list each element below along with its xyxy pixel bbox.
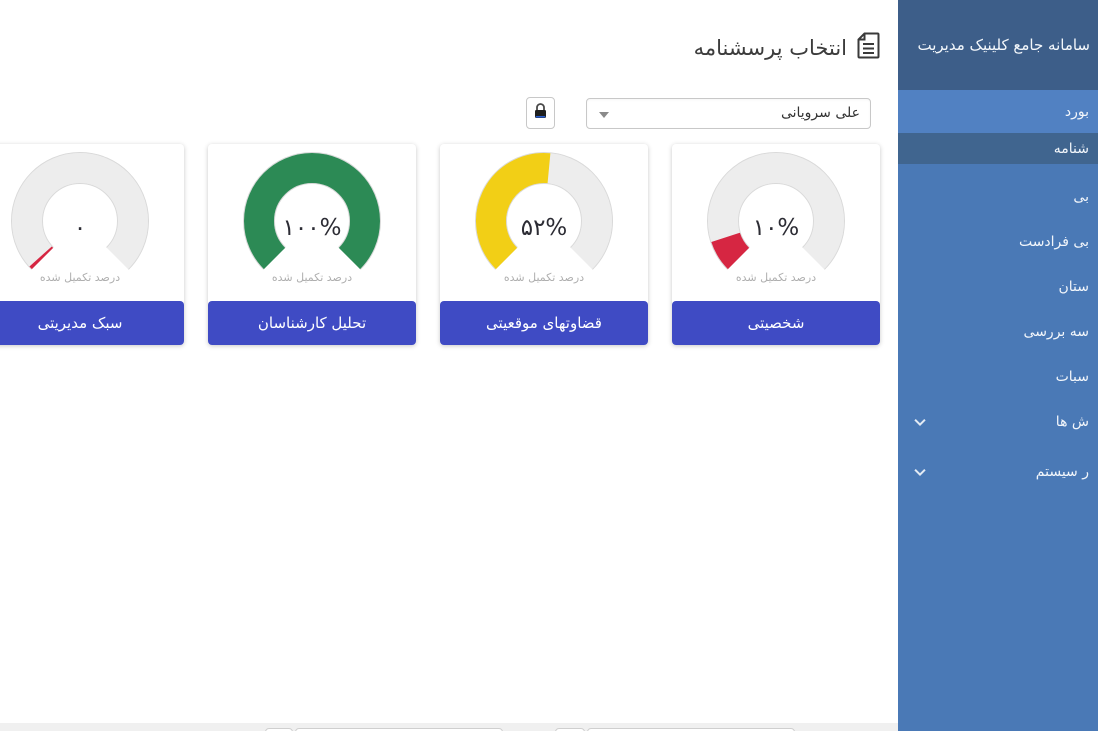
sidebar: سامانه جامع کلینیک مدیریت بورد شنامه بی … (898, 0, 1098, 731)
main-content: انتخاب پرسشنامه علی سرویانی ۱۰% درصد تکم… (0, 0, 898, 723)
gauge-situational: ۵۲% درصد تکمیل شده (440, 144, 648, 301)
controls-row: علی سرویانی (0, 97, 871, 129)
gauge-value-arc (29, 246, 54, 270)
gauge-value-arc (476, 153, 551, 270)
document-icon (856, 32, 880, 64)
page-title-row: انتخاب پرسشنامه (0, 32, 880, 64)
gauge-track-inner-border (506, 183, 582, 248)
sidebar-item-superior-evaluation[interactable]: بی فرادست (1018, 233, 1089, 250)
gauge-value: ۱۰% (752, 215, 800, 241)
sidebar-item-calculations[interactable]: سبات (1055, 368, 1089, 385)
card-situational-judgement[interactable]: ۵۲% درصد تکمیل شده قضاوتهای موقعیتی (440, 144, 648, 345)
page-title: انتخاب پرسشنامه (693, 36, 847, 60)
gauge-sublabel: درصد تکمیل شده (39, 271, 121, 284)
sidebar-item-review-session[interactable]: سه بررسی (1023, 323, 1089, 340)
gauge-sublabel: درصد تکمیل شده (503, 271, 585, 284)
gauge-track-outer-border (243, 152, 381, 270)
sidebar-item-reports[interactable]: ش ها (898, 399, 1098, 444)
gauge-track (708, 153, 844, 270)
user-select-value: علی سرویانی (780, 105, 860, 121)
gauge-sublabel: درصد تکمیل شده (735, 271, 817, 284)
sidebar-item-4[interactable]: ستان (1058, 278, 1089, 295)
gauge-sublabel: درصد تکمیل شده (271, 271, 353, 284)
gauge-track-inner-border (738, 183, 814, 248)
gauge-track (12, 153, 148, 270)
card-label[interactable]: قضاوتهای موقعیتی (440, 301, 648, 345)
gauge-value: ۰ (73, 215, 87, 241)
chevron-down-icon (599, 111, 609, 118)
card-label[interactable]: تحلیل کارشناسان (208, 301, 416, 345)
sidebar-title: سامانه جامع کلینیک مدیریت (898, 0, 1098, 90)
sidebar-item-dashboard[interactable]: بورد (898, 90, 1098, 133)
gauge-cards-row: ۱۰% درصد تکمیل شده شخصیتی ۵۲% درصد تکمیل… (0, 144, 880, 345)
lock-icon (534, 103, 547, 123)
partial-select[interactable] (587, 728, 795, 731)
partial-lock-button[interactable] (265, 728, 293, 731)
gauge-value: ۵۲% (520, 215, 568, 241)
sidebar-menu: بورد شنامه بی بی فرادست ستان سه بررسی سب… (898, 90, 1098, 494)
gauge-management: ۰ درصد تکمیل شده (0, 144, 184, 301)
partial-select[interactable] (295, 728, 503, 731)
gauge-expert: ۱۰۰% درصد تکمیل شده (208, 144, 416, 301)
card-personality[interactable]: ۱۰% درصد تکمیل شده شخصیتی (672, 144, 880, 345)
sidebar-item-system-user[interactable]: ر سیستم (898, 449, 1098, 494)
chevron-down-icon (914, 414, 926, 426)
gauge-value-arc (711, 232, 750, 270)
gauge-personality: ۱۰% درصد تکمیل شده (672, 144, 880, 301)
card-expert-analysis[interactable]: ۱۰۰% درصد تکمیل شده تحلیل کارشناسان (208, 144, 416, 345)
sidebar-item-evaluation[interactable]: بی (1073, 188, 1089, 205)
lock-button[interactable] (526, 97, 555, 129)
sidebar-item-questionnaire[interactable]: شنامه (898, 133, 1098, 164)
card-label[interactable]: سبک مدیریتی (0, 301, 184, 345)
user-select[interactable]: علی سرویانی (586, 97, 871, 129)
gauge-track-outer-border (707, 152, 845, 270)
gauge-track-outer-border (475, 152, 613, 270)
card-management-style[interactable]: ۰ درصد تکمیل شده سبک مدیریتی (0, 144, 184, 345)
chevron-down-icon (914, 464, 926, 476)
gauge-track-inner-border (42, 183, 118, 248)
gauge-track-outer-border (11, 152, 149, 270)
partial-lock-button[interactable] (555, 728, 585, 731)
gauge-value: ۱۰۰% (282, 215, 342, 241)
gauge-track-inner-border (274, 183, 350, 248)
gauge-value-arc (244, 153, 380, 270)
card-label[interactable]: شخصیتی (672, 301, 880, 345)
